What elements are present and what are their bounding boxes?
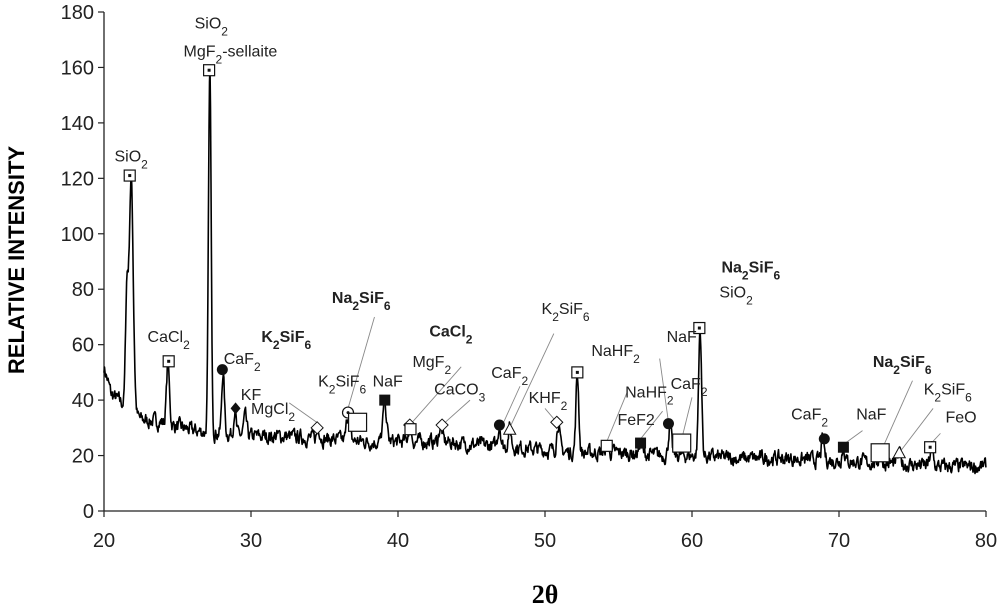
- y-tick-label: 60: [72, 335, 94, 357]
- phase-label-nahf2-bottom: NaHF2: [625, 384, 674, 407]
- phase-label-fef2: FeF2: [617, 412, 654, 429]
- leader-line: [509, 333, 555, 429]
- phase-label-na2sif6-mid: Na2SiF6: [332, 290, 391, 313]
- phase-label-naf-right: NaF: [667, 329, 697, 346]
- phase-label-k2sif6-mid: K2SiF6: [318, 373, 366, 396]
- leader-line: [640, 410, 663, 440]
- y-tick-label: 0: [83, 501, 94, 523]
- y-axis-label: RELATIVE INTENSITY: [4, 146, 29, 374]
- marker-square-open: [404, 423, 417, 436]
- phase-label-k2sif6-right: K2SiF6: [542, 301, 590, 324]
- y-axis-ticks: 0 20 40 60 80 100 120 140 160 180: [61, 2, 104, 523]
- marker-square-dot: [123, 169, 136, 182]
- leader-line: [409, 366, 462, 426]
- x-axis-ticks: 20 30 40 50 60 70 80: [93, 511, 997, 552]
- leader-line: [659, 358, 669, 423]
- leader-line: [681, 397, 693, 440]
- marker-circle-filled: [662, 418, 674, 430]
- marker-square-open-large: [870, 443, 890, 463]
- phase-label-mgf2-mid: MgF2: [412, 354, 451, 377]
- marker-diamond-open: [310, 421, 324, 435]
- phase-label-caf2-far: CaF2: [791, 407, 828, 430]
- marker-square-dot: [571, 366, 584, 379]
- marker-circle-filled: [493, 419, 505, 431]
- marker-diamond-filled: [230, 402, 241, 415]
- marker-square-filled: [635, 437, 647, 449]
- axes: [103, 12, 986, 512]
- x-tick-label: 30: [240, 530, 262, 552]
- y-tick-label: 160: [61, 57, 94, 79]
- x-tick-label: 40: [387, 530, 409, 552]
- phase-label-khf2: KHF2: [529, 390, 568, 413]
- marker-square-filled: [837, 441, 849, 453]
- marker-square-dot: [693, 321, 706, 335]
- marker-circle-filled: [818, 433, 830, 445]
- x-tick-label: 50: [534, 530, 556, 552]
- y-tick-label: 40: [72, 390, 94, 412]
- leader-line: [288, 402, 319, 425]
- x-tick-label: 20: [93, 530, 115, 552]
- phase-label-k2sif6-bold: K2SiF6: [261, 329, 311, 352]
- phase-markers: [123, 64, 937, 463]
- leader-line: [898, 408, 934, 454]
- phase-label-k2sif6-far: K2SiF6: [924, 382, 972, 405]
- x-tick-label: 60: [681, 530, 703, 552]
- y-tick-label: 100: [61, 224, 94, 246]
- phase-label-cacl2-left: CaCl2: [148, 329, 191, 352]
- phase-label-nahf2-top: NaHF2: [591, 343, 640, 366]
- leader-line: [881, 380, 913, 451]
- x-tick-label: 70: [828, 530, 850, 552]
- marker-square-open: [600, 439, 613, 452]
- phase-label-mgcl2: MgCl2: [251, 401, 295, 424]
- phase-label-caf2-mid: CaF2: [491, 365, 528, 388]
- marker-square-dot: [162, 355, 175, 368]
- marker-triangle-open: [892, 445, 907, 459]
- leader-line: [606, 391, 628, 442]
- phase-label-na2sif6-far: Na2SiF6: [873, 354, 932, 377]
- x-axis-label: 2θ: [532, 580, 559, 609]
- phase-label-feo: FeO: [945, 409, 976, 426]
- leader-line: [347, 316, 375, 409]
- phase-label-na2sif6-right: Na2SiF6: [721, 260, 780, 283]
- marker-diamond-open: [550, 415, 564, 429]
- marker-square-dot: [203, 64, 216, 77]
- xrd-pattern-line: [103, 66, 987, 475]
- marker-diamond-open: [435, 418, 449, 432]
- marker-square-open-large: [672, 433, 692, 453]
- marker-square-filled: [379, 394, 391, 406]
- phase-label-naf-far: NaF: [856, 407, 886, 424]
- y-tick-label: 120: [61, 168, 94, 190]
- phase-label-caco3: CaCO3: [434, 382, 485, 405]
- x-tick-label: 80: [975, 530, 997, 552]
- phase-label-mgf2-sellaite: MgF2-sellaite: [184, 43, 278, 66]
- phase-label-sio2-top: SiO2: [195, 16, 229, 39]
- phase-label-caf2-right: CaF2: [671, 376, 708, 399]
- leader-line: [501, 386, 521, 426]
- marker-square-dot: [924, 441, 937, 454]
- marker-square-open-large: [347, 412, 368, 432]
- marker-circle-filled: [216, 364, 228, 376]
- annotation-leaders: [288, 316, 941, 454]
- y-tick-label: 80: [72, 279, 94, 301]
- phase-label-cacl2-bold: CaCl2: [429, 323, 472, 346]
- phase-label-naf-mid: NaF: [373, 373, 403, 390]
- marker-triangle-open: [502, 422, 517, 435]
- y-tick-label: 20: [72, 446, 94, 468]
- phase-label-sio2-right: SiO2: [719, 285, 753, 308]
- y-tick-label: 140: [61, 113, 94, 135]
- y-tick-label: 180: [61, 2, 94, 24]
- leader-line: [441, 399, 471, 426]
- phase-label-sio2-left: SiO2: [115, 149, 149, 172]
- phase-label-kf: KF: [241, 387, 262, 404]
- phase-label-caf2-left: CaF2: [224, 351, 261, 374]
